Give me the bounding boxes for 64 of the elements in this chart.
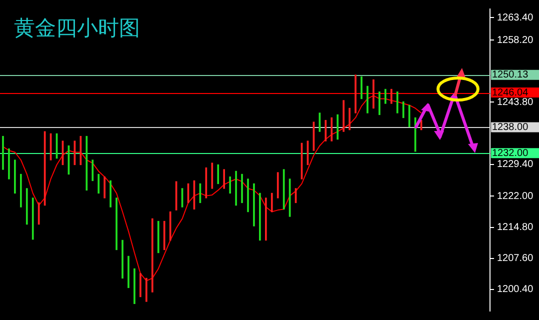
candlestick	[139, 273, 142, 298]
candlestick	[80, 136, 82, 166]
candlestick	[366, 86, 368, 114]
y-tick-label: 1207.60	[497, 253, 534, 264]
ref-line-label: 1232.00	[492, 148, 529, 159]
candlestick	[38, 202, 40, 225]
candlestick	[14, 160, 16, 194]
candlestick	[336, 114, 339, 140]
candlestick	[116, 198, 118, 250]
candlestick	[330, 117, 333, 142]
ref-line-label: 1246.04	[492, 87, 529, 98]
candlestick	[360, 76, 362, 100]
candlestick	[348, 108, 351, 130]
candlestick	[264, 198, 267, 241]
candlestick	[276, 172, 279, 198]
ref-line-label: 1250.13	[492, 70, 529, 81]
candlestick	[32, 198, 34, 240]
y-tick-label: 1258.20	[497, 34, 534, 46]
candlestick	[342, 100, 345, 132]
candlestick	[104, 176, 106, 198]
candlestick	[372, 79, 374, 109]
y-tick-label: 1222.00	[497, 190, 534, 202]
candlestick	[26, 188, 28, 225]
candlestick	[354, 74, 356, 114]
candlestick	[205, 167, 208, 198]
candlestick	[259, 192, 261, 241]
candlestick	[396, 92, 398, 114]
candlestick	[282, 169, 285, 210]
y-tick-label: 1214.80	[497, 222, 534, 234]
candlestick	[92, 160, 94, 182]
candlestick	[110, 180, 112, 208]
y-tick-label: 1263.40	[497, 12, 534, 24]
chart-title: 黄金四小时图	[14, 15, 140, 42]
candlestick	[163, 220, 166, 250]
candlestick	[217, 164, 220, 184]
candlestick	[247, 178, 249, 212]
candlestick	[241, 174, 243, 204]
candlestick	[324, 120, 327, 142]
candlestick	[402, 101, 404, 118]
y-tick-label: 1243.80	[497, 96, 534, 108]
candlestick	[157, 220, 160, 254]
candlestick	[270, 192, 273, 212]
candlestick	[235, 170, 237, 206]
candlestick	[2, 136, 4, 170]
candlestick	[211, 162, 214, 189]
candlestick	[145, 278, 148, 302]
ref-line-label: 1238.00	[492, 122, 529, 133]
candlestick	[229, 176, 231, 194]
candlestick	[20, 174, 22, 208]
candlestick	[122, 240, 124, 279]
candlestick	[128, 256, 130, 288]
candlestick	[253, 183, 255, 226]
candlestick	[8, 148, 10, 180]
y-tick-label: 1229.40	[497, 159, 534, 170]
candlestick	[384, 88, 386, 104]
candlestick	[378, 92, 380, 116]
candlestick	[86, 136, 88, 191]
candlestick	[408, 104, 410, 128]
candlestick	[151, 218, 154, 292]
candlestick	[390, 88, 392, 104]
candlestick	[134, 268, 136, 304]
y-tick-label: 1200.40	[497, 284, 534, 296]
candlestick	[223, 169, 226, 189]
candlestick	[98, 174, 100, 194]
